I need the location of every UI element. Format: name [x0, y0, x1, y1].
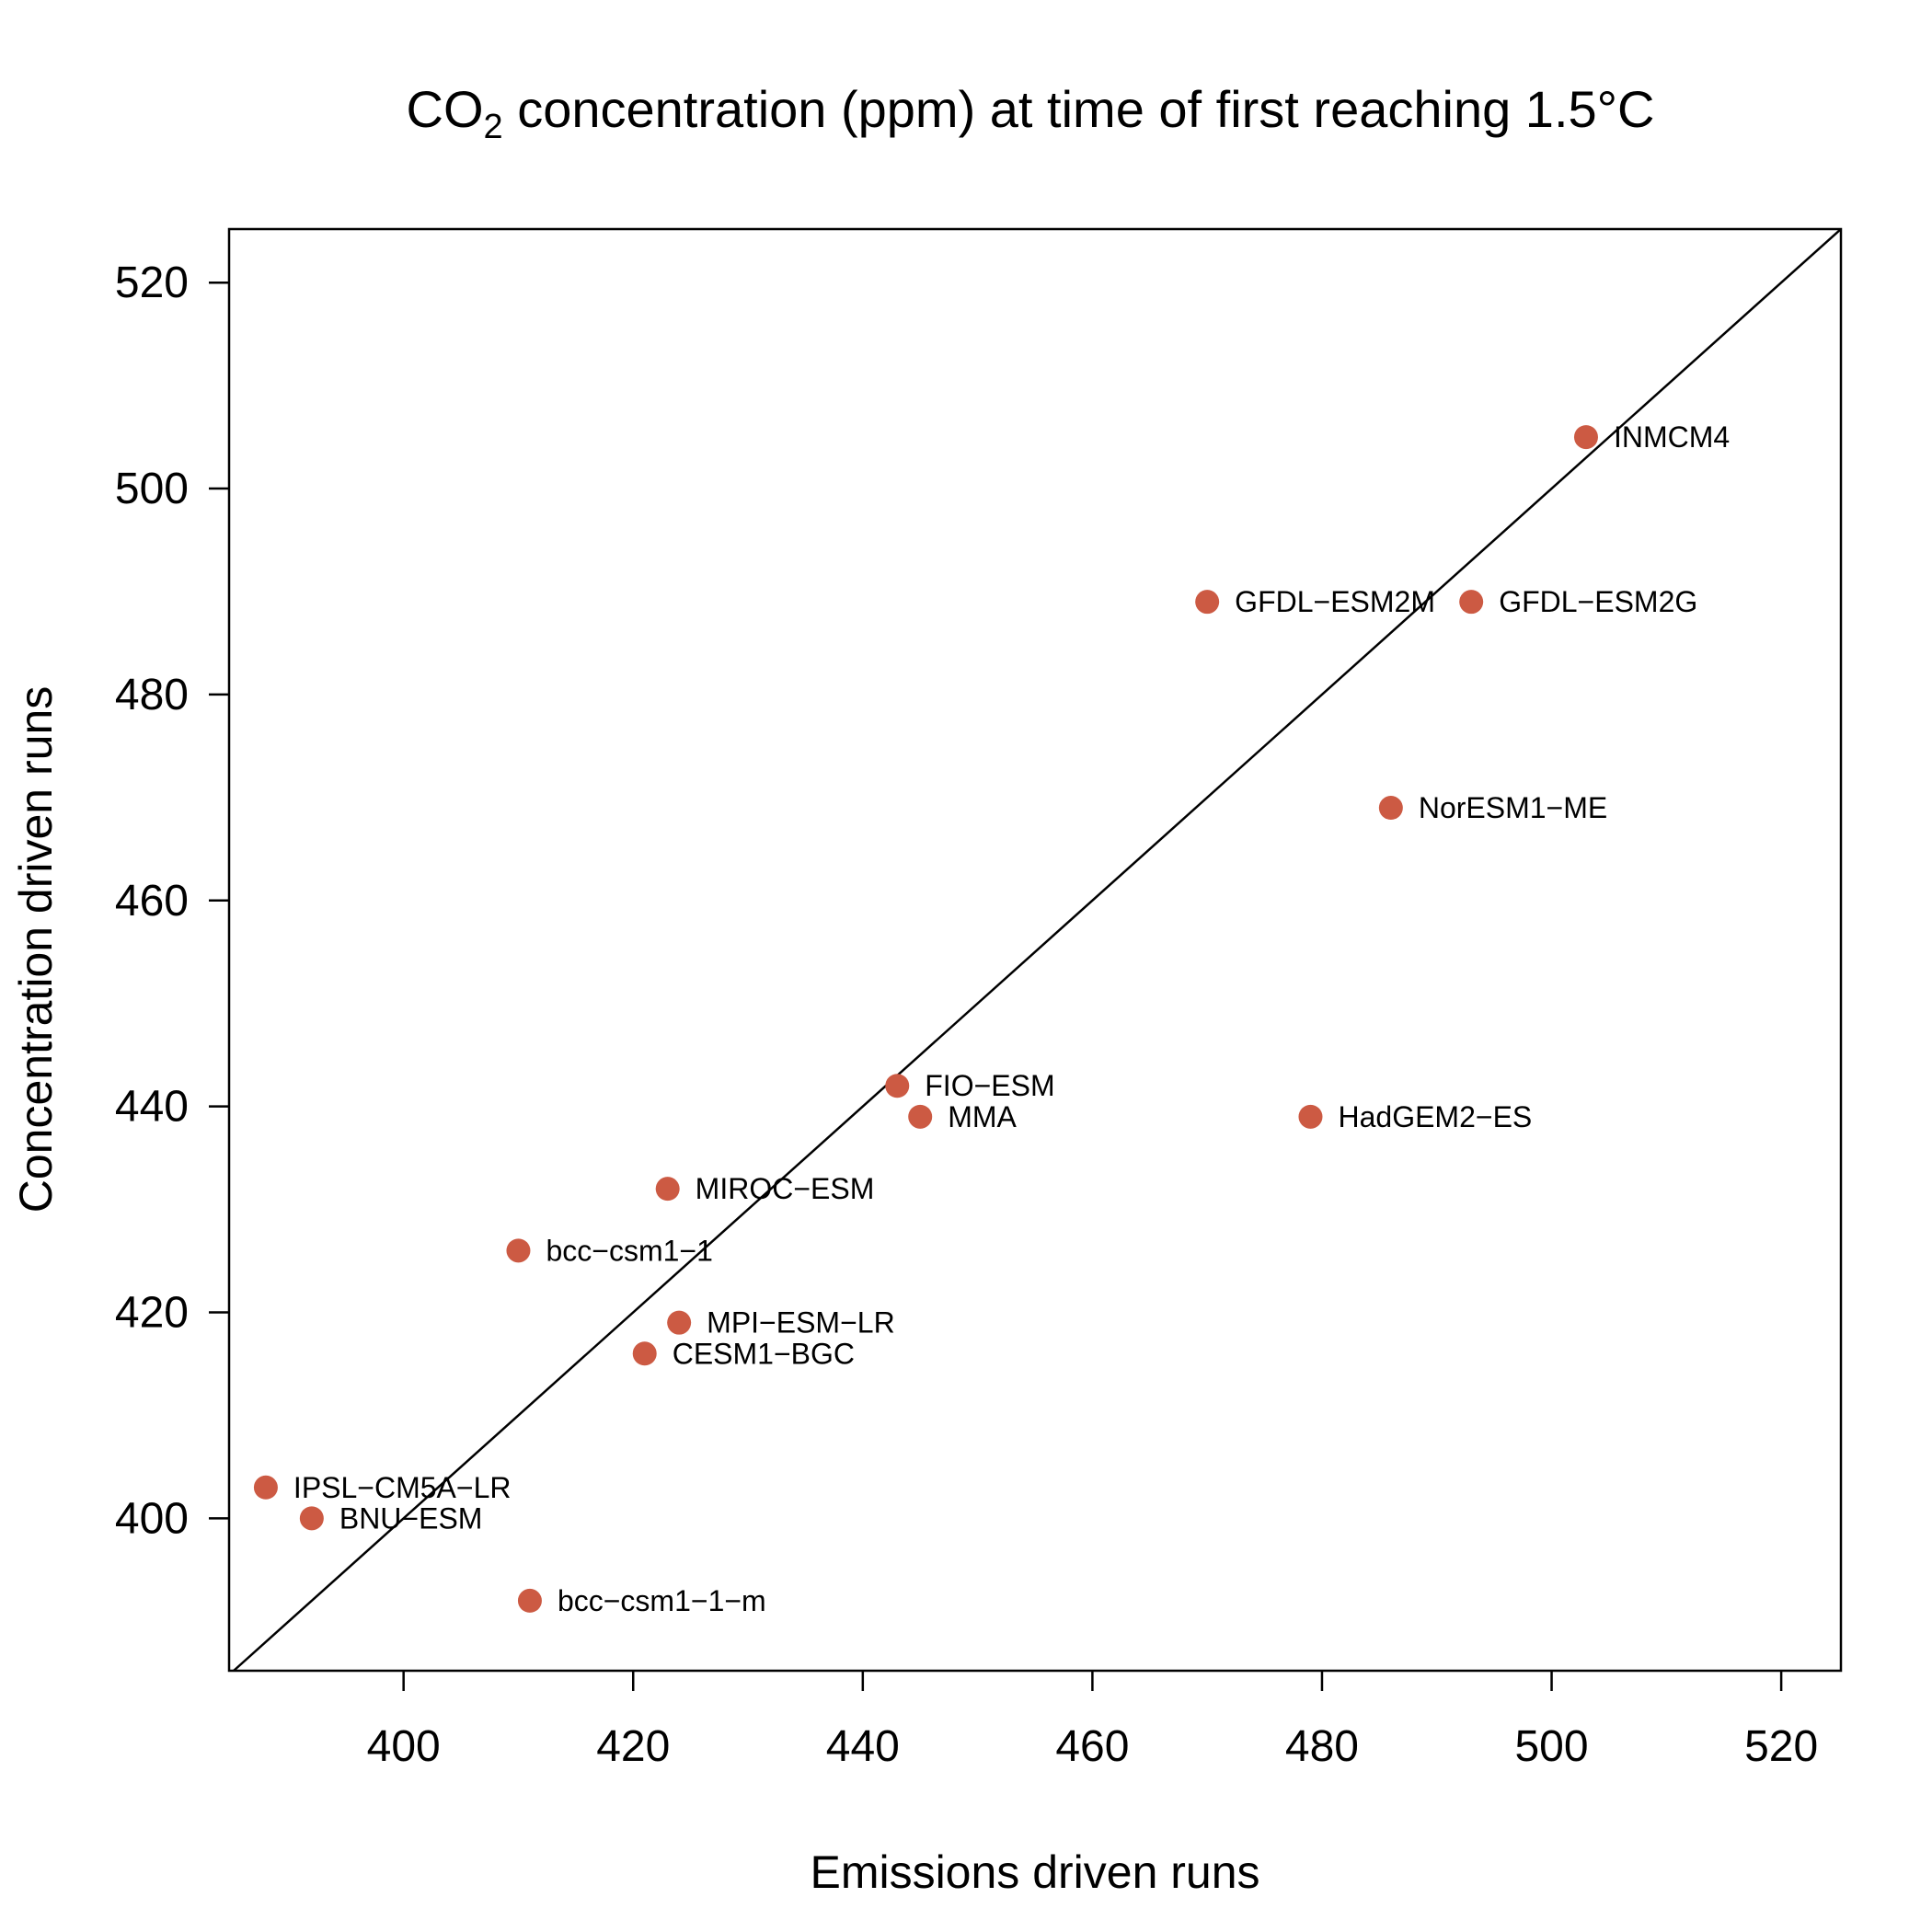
y-tick-label: 400: [115, 1494, 189, 1543]
x-axis: 400 420 440 460 480 500 520: [367, 1671, 1818, 1771]
data-points: INMCM4 GFDL−ESM2M GFDL−ESM2G NorESM1−ME FIO−…: [253, 420, 1730, 1617]
data-point: [253, 1475, 278, 1500]
reference-line: [233, 228, 1842, 1672]
chart-title-rest: concentration (ppm) at time of first rea…: [503, 80, 1655, 138]
y-tick-label: 500: [115, 465, 189, 513]
point-label: MPI−ESM−LR: [707, 1306, 895, 1340]
x-tick-label: 500: [1514, 1722, 1588, 1771]
chart-title-main: CO: [407, 80, 484, 138]
point-label: BNU−ESM: [339, 1501, 483, 1535]
data-point: [908, 1104, 933, 1129]
point-label: GFDL−ESM2M: [1235, 585, 1435, 618]
x-tick-label: 420: [596, 1722, 670, 1771]
point-label: GFDL−ESM2G: [1499, 585, 1697, 618]
data-point: [299, 1506, 324, 1531]
y-tick-label: 440: [115, 1083, 189, 1132]
x-tick-label: 440: [826, 1722, 900, 1771]
point-label: MMA: [948, 1100, 1017, 1133]
y-tick-label: 420: [115, 1288, 189, 1337]
y-tick-label: 480: [115, 671, 189, 719]
y-tick-label: 520: [115, 259, 189, 307]
data-point: [655, 1177, 680, 1202]
point-label: CESM1−BGC: [673, 1337, 855, 1370]
point-label: HadGEM2−ES: [1338, 1100, 1532, 1133]
y-axis: 400 420 440 460 480 500 520: [115, 259, 229, 1543]
point-label: NorESM1−ME: [1419, 791, 1607, 824]
data-point: [517, 1588, 542, 1613]
y-axis-title: Concentration driven runs: [10, 686, 62, 1213]
x-axis-title: Emissions driven runs: [810, 1846, 1259, 1898]
x-tick-label: 460: [1055, 1722, 1129, 1771]
chart-title-subscript: 2: [484, 108, 503, 146]
data-point: [667, 1310, 692, 1335]
point-label: bcc−csm1−1: [546, 1234, 712, 1267]
y-tick-label: 460: [115, 877, 189, 926]
data-point: [1195, 590, 1220, 615]
x-tick-label: 480: [1285, 1722, 1359, 1771]
x-tick-label: 520: [1744, 1722, 1818, 1771]
point-label: IPSL−CM5A−LR: [293, 1471, 512, 1504]
data-point: [632, 1341, 657, 1366]
data-point: [1378, 796, 1403, 821]
data-point: [885, 1074, 910, 1098]
data-point: [1298, 1104, 1323, 1129]
point-label: INMCM4: [1614, 420, 1730, 454]
plot-frame: [227, 227, 1843, 1673]
point-label: FIO−ESM: [925, 1069, 1054, 1102]
data-point: [506, 1238, 531, 1263]
chart-title: CO2 concentration (ppm) at time of first…: [407, 80, 1655, 146]
point-label: MIROC−ESM: [696, 1172, 875, 1205]
point-label: bcc−csm1−1−m: [558, 1584, 766, 1617]
data-point: [1459, 590, 1484, 615]
data-point: [1573, 425, 1598, 450]
x-tick-label: 400: [367, 1722, 441, 1771]
